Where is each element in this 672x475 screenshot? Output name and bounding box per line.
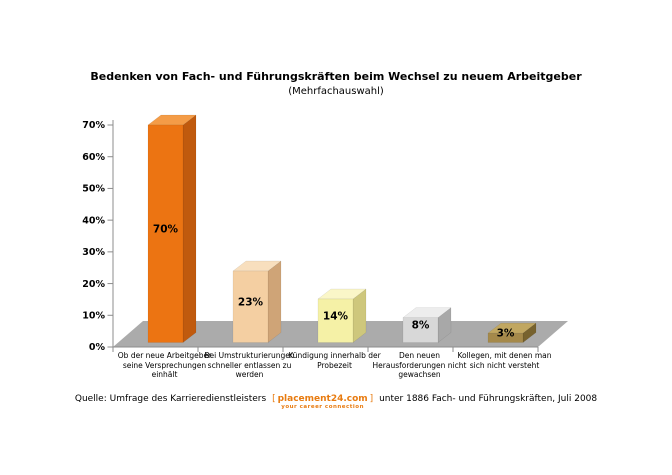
x-axis-category-label: Den neuen Herausforderungen nicht gewachse… — [372, 351, 467, 379]
source-prefix: Quelle: Umfrage des Karrieredienstleiste… — [74, 394, 267, 404]
bar-value-label: 3% — [497, 327, 515, 339]
bar-front-face — [147, 124, 184, 343]
y-axis-tick-label: 0% — [89, 342, 106, 353]
bar-side-face — [267, 260, 282, 344]
bar-side-face — [182, 114, 197, 344]
bar-front-face — [487, 332, 524, 343]
logo-text: placement24.com — [277, 394, 368, 404]
y-axis-tick-label: 50% — [82, 184, 105, 195]
bar-value-label: 8% — [412, 320, 430, 332]
chart-subtitle: (Mehrfachauswahl) — [288, 86, 384, 97]
placement24-logo: [placement24.com] your career connection — [272, 394, 374, 410]
logo-bracket-open: [ — [272, 394, 276, 404]
x-axis-category-label: Ob der neue Arbeitgeber seine Versprechun… — [117, 351, 212, 379]
bar-value-label: 70% — [153, 223, 179, 235]
y-axis-tick-label: 70% — [82, 120, 105, 131]
x-axis-category-label: Bei Umstrukturierungen schneller entlasse… — [204, 351, 295, 379]
bar-front-face — [232, 270, 269, 343]
bar-front-face — [317, 298, 354, 343]
y-axis-tick-label: 10% — [82, 310, 105, 321]
x-axis-category-label: Kollegen, mit denen man sich nicht verste… — [457, 351, 552, 370]
bar-value-label: 23% — [238, 296, 264, 308]
bar-front-face — [402, 317, 439, 343]
y-axis-tick-label: 40% — [82, 215, 105, 226]
bar-value-label: 14% — [323, 310, 349, 322]
y-axis-tick-label: 60% — [82, 152, 105, 163]
chart-title: Bedenken von Fach- und Führungskräften b… — [90, 70, 582, 83]
source-suffix: unter 1886 Fach- und Führungskräften, Ju… — [379, 394, 598, 404]
logo-tagline: your career connection — [281, 403, 364, 410]
logo-bracket-close: ] — [369, 394, 374, 404]
source-line: Quelle: Umfrage des Karrieredienstleiste… — [0, 394, 672, 410]
y-axis-tick-label: 30% — [82, 247, 105, 258]
y-axis-tick-label: 20% — [82, 279, 105, 290]
x-axis-category-label: Kündigung innerhalb der Probezeit — [288, 351, 381, 370]
